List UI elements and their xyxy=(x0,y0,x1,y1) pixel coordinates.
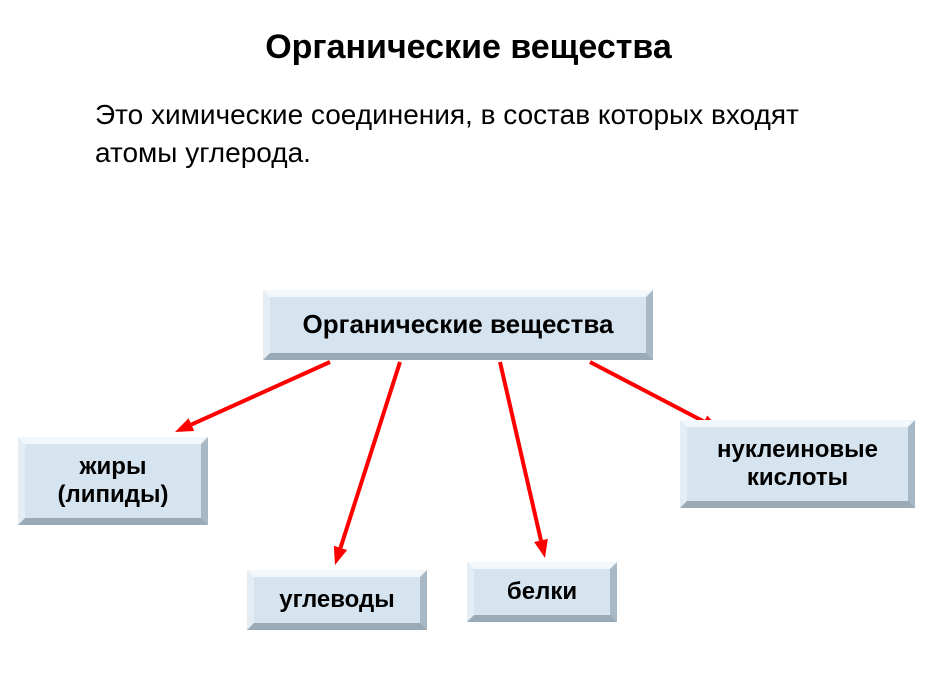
node-fats: жиры (липиды) xyxy=(18,437,208,525)
node-label: жиры (липиды) xyxy=(31,453,195,508)
node-root: Органические вещества xyxy=(263,290,653,360)
node-label: Органические вещества xyxy=(303,310,614,340)
page-subtitle: Это химические соединения, в состав кото… xyxy=(95,96,815,172)
node-nucl: нуклеиновые кислоты xyxy=(680,420,915,508)
page-title: Органические вещества xyxy=(0,28,937,67)
node-carbs: углеводы xyxy=(247,570,427,630)
node-label: белки xyxy=(507,578,577,606)
node-label: углеводы xyxy=(279,586,395,614)
node-label: нуклеиновые кислоты xyxy=(693,436,902,491)
node-prot: белки xyxy=(467,562,617,622)
